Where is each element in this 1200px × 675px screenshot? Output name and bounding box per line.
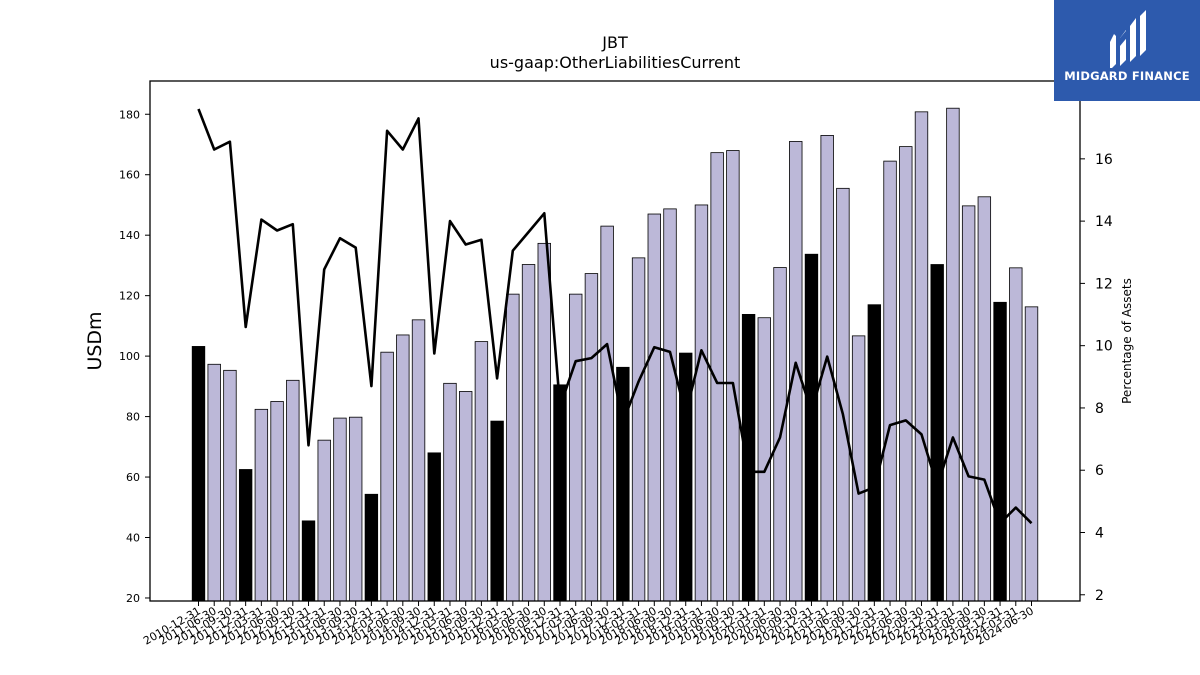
bar-2012-06-30 — [270, 401, 284, 602]
bar-2020-12-31 — [804, 253, 819, 602]
bar-2012-09-30 — [286, 379, 300, 602]
bar-2015-03-31 — [443, 382, 457, 602]
bar-2011-12-31 — [238, 469, 253, 602]
y-tick-label: 180 — [119, 108, 140, 121]
bar-2022-03-31 — [883, 160, 897, 602]
bar-2016-12-31 — [553, 384, 567, 602]
bar-2011-09-30 — [223, 369, 237, 602]
bar-2021-12-31 — [867, 304, 882, 602]
bar-2024-06-30 — [1024, 306, 1039, 602]
bar-2018-12-31 — [679, 352, 693, 602]
bar-2014-03-31 — [380, 351, 394, 602]
y-tick-label: 60 — [126, 471, 140, 484]
bar-2013-06-30 — [333, 417, 347, 602]
bar-2018-03-31 — [631, 257, 646, 602]
midgard-logo-icon — [1110, 10, 1146, 68]
bar-2015-09-30 — [474, 341, 489, 602]
y2-tick-label: 14 — [1095, 214, 1113, 230]
bar-2022-06-30 — [899, 146, 913, 602]
bar-2016-03-31 — [506, 293, 520, 602]
y-tick-label: 140 — [119, 229, 140, 242]
chart-subtitle: us-gaap:OtherLiabilitiesCurrent — [490, 53, 741, 72]
y-tick-label: 160 — [119, 169, 140, 182]
bar-2022-12-31 — [930, 264, 944, 602]
y-axis-label: USDm — [84, 311, 106, 370]
y2-tick-label: 4 — [1095, 525, 1104, 541]
bar-2023-03-31 — [946, 107, 960, 602]
bar-2014-06-30 — [396, 334, 410, 602]
y-tick-label: 20 — [126, 592, 140, 605]
bar-2019-12-31 — [741, 313, 756, 602]
y-tick-label: 80 — [126, 411, 140, 424]
bar-2013-12-31 — [364, 493, 379, 602]
bar-2011-06-30 — [207, 363, 221, 602]
bar-2024-03-31 — [1009, 267, 1023, 602]
plot-frame — [149, 80, 1081, 602]
bar-2015-06-30 — [459, 391, 473, 602]
y-axis-left: 20 40 60 80 100 120 140 160 180 — [119, 108, 150, 605]
bar-2019-09-30 — [726, 150, 740, 602]
chart-title: JBT — [601, 33, 628, 52]
line-group — [197, 108, 1033, 525]
bar-2012-03-31 — [254, 408, 269, 602]
x-axis: 2010-12-312011-06-302011-09-302011-12-31… — [141, 601, 1036, 648]
bars-group — [191, 107, 1039, 602]
bar-2018-09-30 — [663, 208, 677, 602]
y2-tick-label: 8 — [1095, 401, 1104, 417]
y-axis-right: 2 4 6 8 10 12 14 16 — [1080, 152, 1113, 604]
y-tick-label: 100 — [119, 350, 140, 363]
bar-2014-09-30 — [411, 319, 426, 602]
bar-2023-06-30 — [961, 205, 976, 602]
bar-2016-06-30 — [521, 264, 536, 602]
brand-logo: MIDGARD FINANCE — [1054, 0, 1200, 101]
bar-2010-12-31 — [191, 346, 206, 602]
bar-2014-12-31 — [427, 452, 441, 602]
bar-2017-03-31 — [569, 293, 583, 602]
bar-2013-09-30 — [348, 416, 363, 602]
bar-2018-06-30 — [647, 213, 661, 602]
y-tick-label: 40 — [126, 532, 140, 545]
y2-tick-label: 10 — [1095, 339, 1113, 355]
y2-tick-label: 6 — [1095, 463, 1104, 479]
y2-tick-label: 16 — [1095, 152, 1113, 168]
bar-2019-06-30 — [710, 152, 724, 602]
bar-2017-09-30 — [600, 225, 614, 602]
bar-2017-06-30 — [584, 273, 599, 602]
bar-2023-09-30 — [977, 196, 992, 602]
y2-tick-label: 12 — [1095, 276, 1113, 292]
bar-2019-03-31 — [694, 204, 709, 602]
bar-2023-12-31 — [993, 301, 1007, 602]
brand-name: MIDGARD FINANCE — [1064, 69, 1190, 83]
bar-2013-03-31 — [317, 439, 331, 602]
line-percentage-of-assets — [197, 108, 1033, 525]
y2-axis-label: Percentage of Assets — [1120, 278, 1134, 404]
bar-2012-12-31 — [301, 520, 316, 602]
bar-2015-12-31 — [490, 420, 504, 602]
y2-tick-label: 2 — [1095, 588, 1104, 604]
bar-2022-09-30 — [914, 111, 929, 602]
y-tick-label: 120 — [119, 290, 140, 303]
bar-2016-09-30 — [537, 242, 551, 602]
bar-2020-09-30 — [789, 141, 803, 602]
